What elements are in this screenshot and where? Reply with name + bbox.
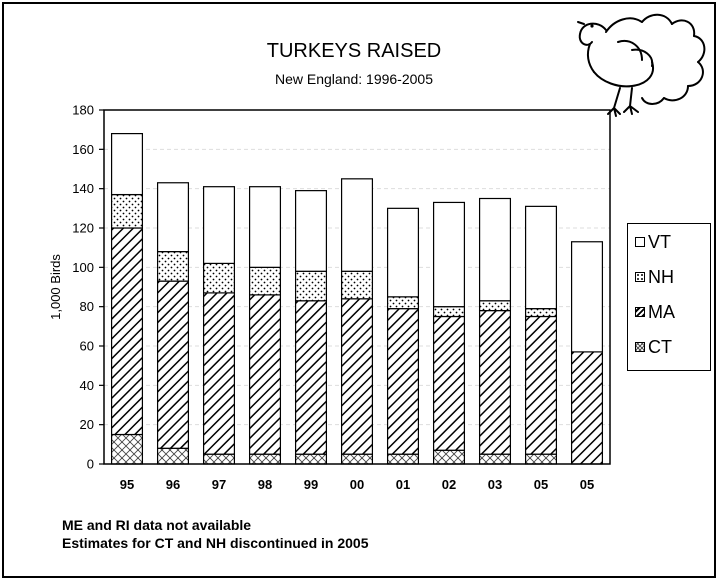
y-axis-ticks: 0 20 40 60 80 100 120 140 160 180 — [72, 103, 104, 472]
bar-segment-vt — [156, 182, 190, 253]
bar-segment-ct — [340, 453, 374, 465]
x-tick-label: 05 — [534, 477, 548, 492]
legend-swatch-vt — [635, 237, 645, 247]
bar-segment-ma — [570, 351, 604, 465]
turkey-icon — [577, 13, 706, 117]
bar-segment-ma — [294, 300, 328, 455]
legend-swatch-nh — [635, 272, 645, 282]
footnote-1: ME and RI data not available — [62, 517, 252, 533]
bar-segment-ma — [432, 315, 466, 451]
y-axis-label: 1,000 Birds — [48, 254, 63, 320]
bar-segment-nh — [202, 262, 236, 294]
bar-segment-nh — [110, 193, 144, 229]
x-tick-label: 99 — [304, 477, 318, 492]
bar-segment-ma — [386, 308, 420, 455]
bar-segment-vt — [524, 205, 558, 310]
bar-segment-ct — [524, 453, 558, 465]
footnote-2: Estimates for CT and NH discontinued in … — [62, 535, 369, 551]
x-tick-label: 97 — [212, 477, 226, 492]
legend-label-ct: CT — [648, 336, 672, 357]
y-tick-label: 180 — [72, 103, 94, 118]
bar-segment-nh — [156, 251, 190, 282]
y-tick-label: 160 — [72, 142, 94, 157]
bar-segment-nh — [340, 270, 374, 300]
x-tick-label: 00 — [350, 477, 364, 492]
x-tick-label: 05 — [580, 477, 594, 492]
bars — [110, 133, 604, 465]
legend-label-nh: NH — [648, 266, 674, 287]
bar-segment-ma — [340, 298, 374, 455]
bar-segment-vt — [386, 207, 420, 298]
x-tick-label: 96 — [166, 477, 180, 492]
y-tick-label: 120 — [72, 221, 94, 236]
bar-segment-ct — [110, 433, 144, 465]
bar-segment-vt — [294, 190, 328, 272]
x-tick-label: 03 — [488, 477, 502, 492]
x-tick-label: 02 — [442, 477, 456, 492]
bar-segment-ma — [110, 227, 144, 436]
bar-segment-vt — [432, 201, 466, 308]
y-tick-label: 100 — [72, 260, 94, 275]
bar-segment-nh — [386, 296, 420, 310]
bar-segment-vt — [110, 133, 144, 196]
bar-segment-ct — [248, 453, 282, 465]
bar-segment-nh — [524, 308, 558, 318]
legend-label-vt: VT — [648, 231, 672, 252]
legend-item-ma: MA — [635, 301, 675, 323]
turkeys-raised-chart: TURKEYS RAISED New England: 1996-2005 1,… — [48, 13, 706, 492]
bar-segment-nh — [432, 306, 466, 318]
legend: VT NH MA CT — [627, 223, 711, 371]
bar-segment-nh — [478, 300, 512, 312]
legend-item-nh: NH — [635, 266, 674, 288]
x-axis-ticks: 95 96 97 98 99 00 01 02 03 05 05 — [120, 477, 594, 492]
y-tick-label: 20 — [80, 417, 94, 432]
bar-segment-ct — [478, 453, 512, 465]
bar-segment-vt — [478, 197, 512, 302]
bar-segment-ma — [478, 310, 512, 455]
bar-segment-ct — [294, 453, 328, 465]
legend-swatch-ma — [635, 307, 645, 317]
bar-segment-vt — [340, 178, 374, 272]
legend-item-vt: VT — [635, 231, 671, 253]
bar-segment-vt — [202, 186, 236, 264]
chart-title: TURKEYS RAISED — [267, 40, 441, 62]
y-tick-label: 0 — [87, 457, 94, 472]
y-tick-label: 140 — [72, 181, 94, 196]
y-tick-label: 60 — [80, 339, 94, 354]
bar-segment-nh — [294, 270, 328, 302]
bar-segment-nh — [248, 266, 282, 296]
chart-subtitle: New England: 1996-2005 — [275, 71, 433, 87]
bar-segment-ma — [524, 315, 558, 455]
bar-segment-ct — [202, 453, 236, 465]
legend-label-ma: MA — [648, 301, 675, 322]
y-tick-label: 80 — [80, 299, 94, 314]
legend-swatch-ct — [635, 342, 645, 352]
chart-frame: TURKEYS RAISED New England: 1996-2005 1,… — [2, 2, 716, 578]
plot-area — [103, 109, 611, 465]
legend-item-ct: CT — [635, 336, 672, 358]
footnotes: ME and RI data not available Estimates f… — [62, 516, 369, 552]
bar-segment-ma — [248, 294, 282, 455]
bar-segment-vt — [570, 241, 604, 353]
x-tick-label: 98 — [258, 477, 272, 492]
bar-segment-vt — [248, 186, 282, 268]
bar-segment-ct — [156, 447, 190, 465]
bar-segment-ct — [432, 449, 466, 465]
bar-segment-ct — [386, 453, 420, 465]
bar-segment-ma — [202, 292, 236, 455]
y-tick-label: 40 — [80, 378, 94, 393]
x-tick-label: 95 — [120, 477, 134, 492]
bar-segment-ma — [156, 280, 190, 449]
x-tick-label: 01 — [396, 477, 410, 492]
